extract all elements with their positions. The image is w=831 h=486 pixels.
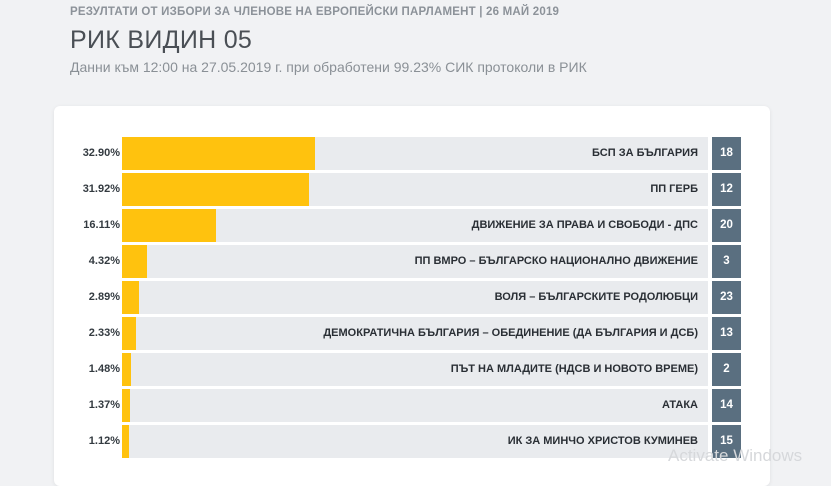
party-name: ПП ВМРО – БЪЛГАРСКО НАЦИОНАЛНО ДВИЖЕНИЕ (414, 255, 698, 267)
result-bar-fill (122, 353, 131, 386)
percent-label: 31.92% (82, 183, 120, 195)
result-bar-fill (122, 281, 139, 314)
party-name: ДЕМОКРАТИЧНА БЪЛГАРИЯ – ОБЕДИНЕНИЕ (ДА Б… (323, 327, 698, 339)
percent-label: 16.11% (83, 219, 120, 231)
percent-label: 2.33% (88, 327, 120, 339)
election-super-title: РЕЗУЛТАТИ ОТ ИЗБОРИ ЗА ЧЛЕНОВЕ НА ЕВРОПЕ… (70, 6, 560, 18)
ballot-number-badge: 3 (712, 245, 741, 278)
result-row: 2.89% ВОЛЯ – БЪЛГАРСКИТЕ РОДОЛЮБЦИ 23 (54, 281, 770, 314)
percent-label: 1.12% (88, 435, 120, 447)
ballot-number-badge: 15 (712, 425, 741, 458)
result-row: 16.11% ДВИЖЕНИЕ ЗА ПРАВА И СВОБОДИ - ДПС 2… (54, 209, 770, 242)
ballot-number-badge: 14 (712, 389, 741, 422)
ballot-number-badge: 2 (712, 353, 741, 386)
result-bar-track: ДВИЖЕНИЕ ЗА ПРАВА И СВОБОДИ - ДПС (122, 209, 708, 242)
page-title: РИК ВИДИН 05 (70, 26, 253, 54)
ballot-number-badge: 23 (712, 281, 741, 314)
percent-label: 32.90% (82, 147, 120, 159)
data-status-subtitle: Данни към 12:00 на 27.05.2019 г. при обр… (70, 59, 587, 75)
result-bar-fill (122, 389, 131, 422)
percent-label: 1.48% (88, 363, 120, 375)
windows-activation-watermark: Activate Windows (668, 446, 803, 465)
result-bar-fill (122, 209, 217, 242)
party-name: ПП ГЕРБ (650, 183, 698, 195)
result-row: 1.12% ИК ЗА МИНЧО ХРИСТОВ КУМИНЕВ 15 (54, 425, 770, 458)
result-row: 1.48% ПЪТ НА МЛАДИТЕ (НДСВ И НОВОТО ВРЕМЕ… (54, 353, 770, 386)
party-name: ДВИЖЕНИЕ ЗА ПРАВА И СВОБОДИ - ДПС (471, 219, 698, 231)
result-bar-track: ПП ГЕРБ (122, 173, 708, 206)
result-bar-fill (122, 137, 315, 170)
result-bar-track: АТАКА (122, 389, 708, 422)
result-bar-track: БСП ЗА БЪЛГАРИЯ (122, 137, 708, 170)
result-bar-track: ИК ЗА МИНЧО ХРИСТОВ КУМИНЕВ (122, 425, 708, 458)
result-bar-fill (122, 317, 136, 350)
result-bar-fill (122, 173, 310, 206)
result-bar-track: ДЕМОКРАТИЧНА БЪЛГАРИЯ – ОБЕДИНЕНИЕ (ДА Б… (122, 317, 708, 350)
result-bar-fill (122, 245, 148, 278)
party-name: ВОЛЯ – БЪЛГАРСКИТЕ РОДОЛЮБЦИ (494, 291, 698, 303)
ballot-number-badge: 12 (712, 173, 741, 206)
percent-label: 4.32% (88, 255, 120, 267)
page-header: РЕЗУЛТАТИ ОТ ИЗБОРИ ЗА ЧЛЕНОВЕ НА ЕВРОПЕ… (70, 6, 587, 75)
result-bar-track: ВОЛЯ – БЪЛГАРСКИТЕ РОДОЛЮБЦИ (122, 281, 708, 314)
party-name: ИК ЗА МИНЧО ХРИСТОВ КУМИНЕВ (507, 435, 698, 447)
ballot-number-badge: 13 (712, 317, 741, 350)
party-name: БСП ЗА БЪЛГАРИЯ (592, 147, 698, 159)
result-row: 1.37% АТАКА 14 (54, 389, 770, 422)
result-row: 31.92% ПП ГЕРБ 12 (54, 173, 770, 206)
party-name: АТАКА (661, 399, 698, 411)
percent-label: 2.89% (88, 291, 120, 303)
ballot-number-badge: 18 (712, 137, 741, 170)
result-row: 4.32% ПП ВМРО – БЪЛГАРСКО НАЦИОНАЛНО ДВИЖ… (54, 245, 770, 278)
party-name: ПЪТ НА МЛАДИТЕ (НДСВ И НОВОТО ВРЕМЕ) (450, 363, 698, 375)
result-row: 2.33% ДЕМОКРАТИЧНА БЪЛГАРИЯ – ОБЕДИНЕНИЕ … (54, 317, 770, 350)
results-card: 32.90% БСП ЗА БЪЛГАРИЯ 18 31.92% ПП ГЕРБ 12 16… (54, 106, 770, 486)
result-bar-track: ПП ВМРО – БЪЛГАРСКО НАЦИОНАЛНО ДВИЖЕНИЕ (122, 245, 708, 278)
percent-label: 1.37% (88, 399, 120, 411)
result-bar-fill (122, 425, 129, 458)
ballot-number-badge: 20 (712, 209, 741, 242)
result-row: 32.90% БСП ЗА БЪЛГАРИЯ 18 (54, 137, 770, 170)
result-bar-track: ПЪТ НА МЛАДИТЕ (НДСВ И НОВОТО ВРЕМЕ) (122, 353, 708, 386)
